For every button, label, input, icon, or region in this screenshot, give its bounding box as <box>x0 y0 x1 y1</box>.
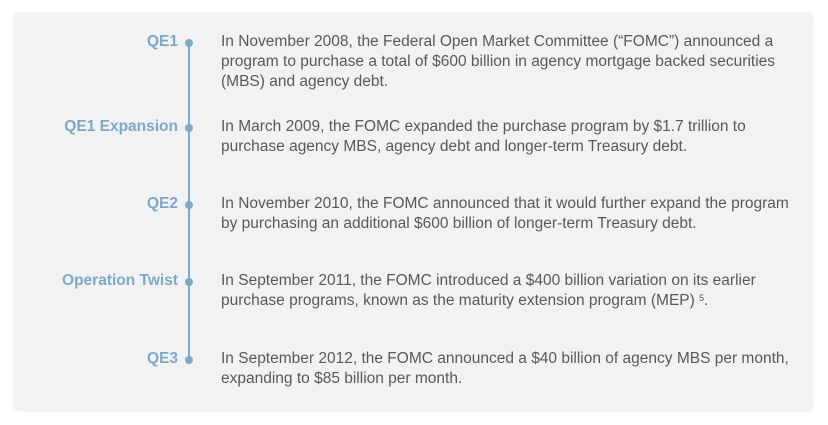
entry-label: QE3 <box>146 350 178 367</box>
entry-description-text: In September 2011, the FOMC introduced a… <box>221 272 756 309</box>
footnote-marker: 5 <box>699 293 705 303</box>
entry-label: Operation Twist <box>62 272 178 289</box>
entry-description-trailing: . <box>704 292 709 309</box>
entry-description: In September 2011, the FOMC introduced a… <box>221 271 806 311</box>
timeline-dot <box>185 39 193 47</box>
entry-description: In September 2012, the FOMC announced a … <box>221 350 789 387</box>
timeline-dot <box>185 356 193 364</box>
timeline-dot <box>185 124 193 132</box>
timeline-line <box>188 42 190 358</box>
entry-description: In November 2010, the FOMC announced tha… <box>221 195 789 232</box>
timeline-dot <box>185 278 193 286</box>
entry-label: QE1 <box>146 33 178 50</box>
timeline-panel <box>15 13 812 409</box>
entry-label: QE2 <box>146 195 178 212</box>
entry-label: QE1 Expansion <box>64 118 178 135</box>
entry-description: In March 2009, the FOMC expanded the pur… <box>221 118 746 155</box>
entry-description: In November 2008, the Federal Open Marke… <box>221 33 776 90</box>
timeline-dot <box>185 201 193 209</box>
